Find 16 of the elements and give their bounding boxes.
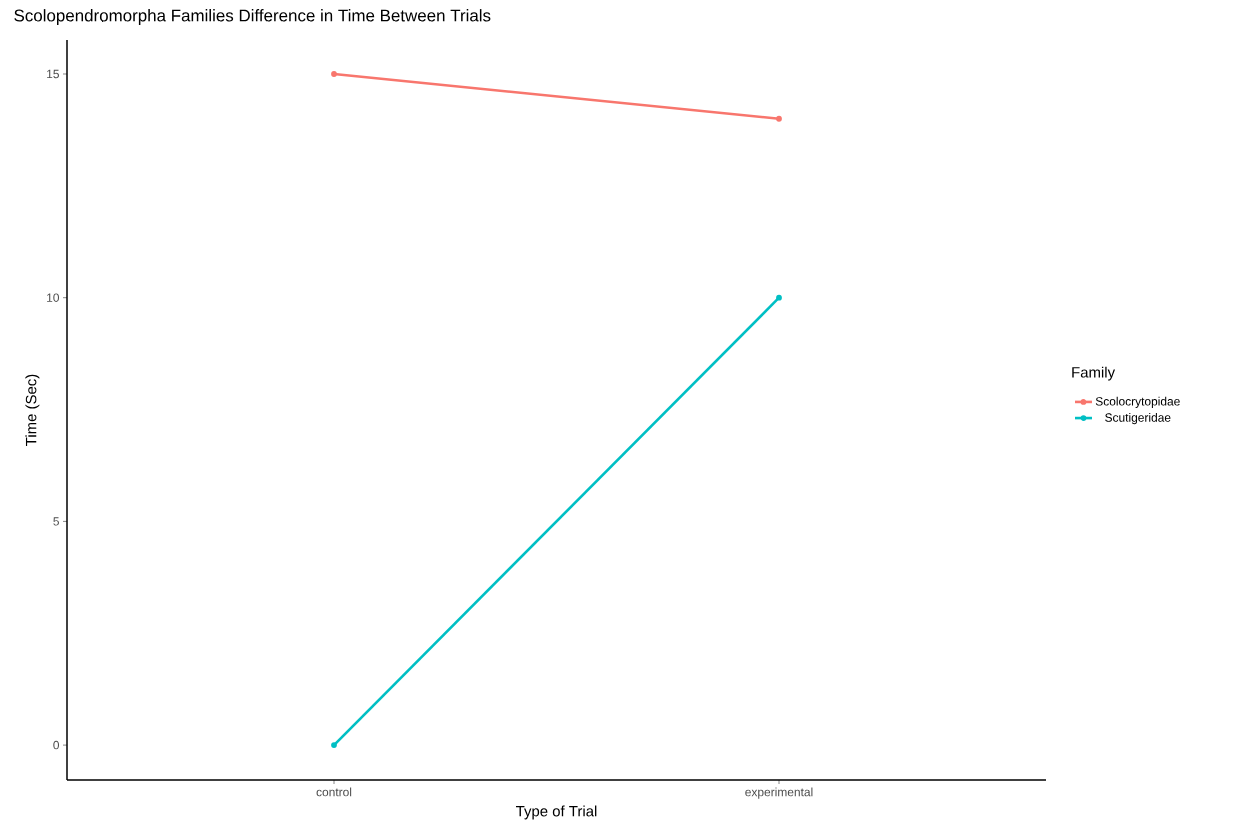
point [776, 115, 782, 122]
point [776, 294, 782, 301]
point [331, 742, 337, 748]
point [331, 71, 337, 77]
legend-title: Family [1072, 366, 1116, 381]
legend-label: Scutigeridae [1105, 412, 1171, 425]
chart-title: Scolopendromorpha Families Difference in Time Between Trials [14, 9, 491, 25]
x-axis-title: Type of Trial [516, 805, 597, 820]
x-tick-label: experimental [745, 787, 813, 799]
y-axis-title: Time (Sec) [25, 374, 40, 446]
legend-label: Scolocrytopidae [1095, 396, 1180, 408]
y-tick-label: 0 [53, 740, 60, 750]
y-tick-label: 5 [53, 517, 59, 526]
y-tick-label: 15 [47, 69, 59, 79]
x-tick-label: control [316, 787, 352, 797]
y-tick-label: 10 [47, 293, 60, 302]
